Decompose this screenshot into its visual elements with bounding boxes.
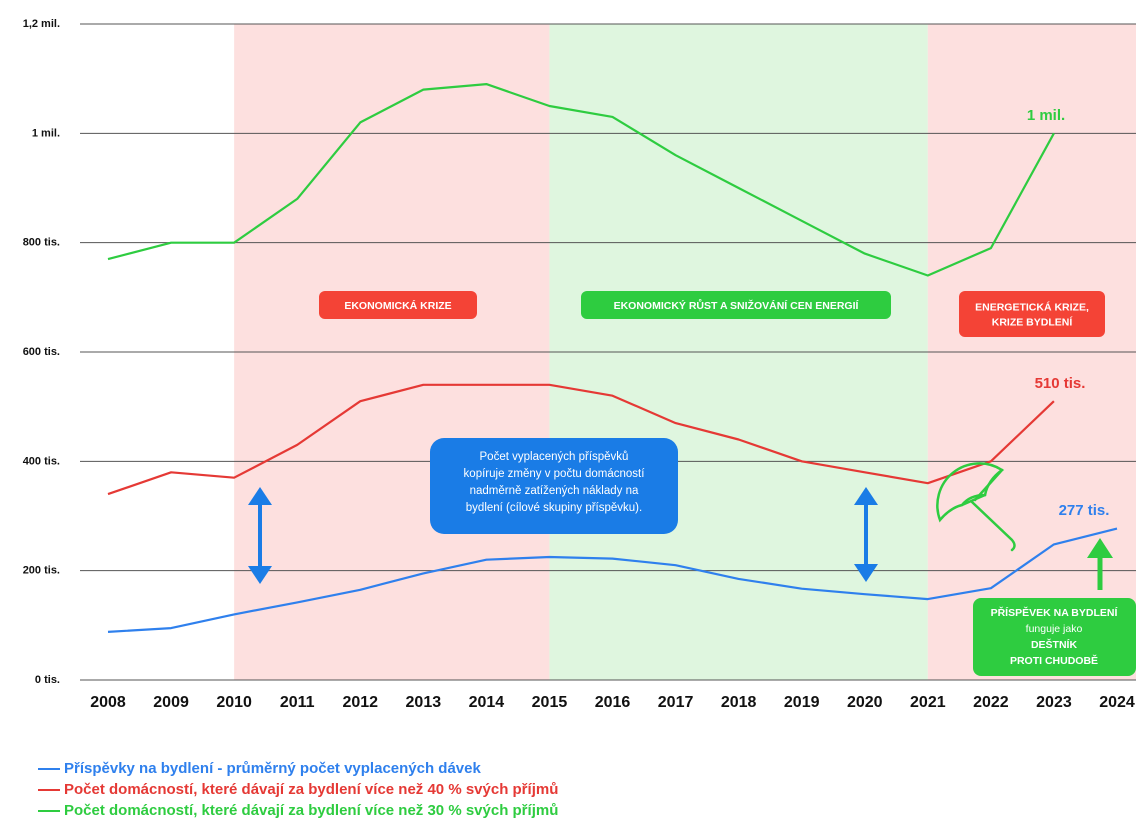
band-label-text-2-0: ENERGETICKÁ KRIZE, [975,301,1089,314]
x-tick-label-2013: 2013 [406,694,442,711]
x-tick-label-2019: 2019 [784,694,820,711]
double-arrow-right-head-up [854,487,878,505]
band-label-text-1-0: EKONOMICKÝ RŮST A SNIŽOVÁNÍ CEN ENERGIÍ [614,298,860,312]
end-label-red: 510 tis. [1035,375,1086,392]
double-arrow-left [248,487,272,584]
band-label-text-0-0: EKONOMICKÁ KRIZE [344,299,451,312]
annotation-green-line-0: PŘÍSPĚVEK NA BYDLENÍ [991,606,1119,619]
legend-swatch-green [38,809,60,812]
band-label-box-0 [319,291,477,319]
annotation-box-green [973,598,1136,676]
annotation-box-blue [430,438,678,534]
double-arrow-right [854,487,878,582]
band-label-box-2 [959,291,1105,337]
legend: Příspěvky na bydlení - průměrný počet vy… [38,758,558,821]
x-tick-label-2014: 2014 [469,694,505,711]
series-line-green [107,82,1055,277]
double-arrow-right-head-down [854,564,878,582]
y-tick-label-1: 200 tis. [23,565,60,577]
annotation-blue-line-1: kopíruje změny v počtu domácností [464,468,646,480]
x-tick-label-2011: 2011 [280,694,315,711]
legend-swatch-red [38,788,60,791]
y-tick-label-4: 800 tis. [23,237,60,249]
annotation-blue-line-0: Počet vyplacených příspěvků [480,451,629,463]
umbrella-rib-2 [960,493,987,507]
x-tick-label-2020: 2020 [847,694,883,711]
green-arrow-head [1087,538,1113,558]
annotation-blue-line-2: nadměrně zatížených náklady na [470,485,639,497]
x-tick-label-2009: 2009 [153,694,189,711]
legend-label-red: Počet domácností, které dávají za bydlen… [64,781,559,798]
x-tick-label-2021: 2021 [910,694,946,711]
legend-item-red: Počet domácností, které dávají za bydlen… [38,779,558,800]
x-tick-label-2022: 2022 [973,694,1009,711]
double-arrow-left-head-up [248,487,272,505]
legend-item-blue: Příspěvky na bydlení - průměrný počet vy… [38,758,558,779]
legend-label-blue: Příspěvky na bydlení - průměrný počet vy… [64,760,481,777]
double-arrow-left-head-down [248,566,272,584]
x-tick-label-2017: 2017 [658,694,694,711]
umbrella-handle [970,500,1016,552]
band-label-text-2-1: KRIZE BYDLENÍ [992,316,1074,329]
annotation-green-line-2: DEŠTNÍK [1031,638,1078,651]
umbrella-icon [936,462,1016,552]
legend-item-green: Počet domácností, které dávají za bydlen… [38,800,558,821]
x-tick-label-2012: 2012 [342,694,378,711]
x-tick-label-2018: 2018 [721,694,757,711]
annotation-green-line-3: PROTI CHUDOBĚ [1010,654,1098,667]
x-tick-label-2023: 2023 [1036,694,1072,711]
x-tick-label-2008: 2008 [90,694,126,711]
y-tick-label-0: 0 tis. [35,674,60,686]
legend-label-green: Počet domácností, které dávají za bydlen… [64,802,559,819]
annotation-blue-line-3: bydlení (cílové skupiny příspěvku). [466,502,642,514]
x-tick-label-2024: 2024 [1099,694,1135,711]
x-tick-label-2016: 2016 [595,694,631,711]
y-tick-label-5: 1 mil. [32,127,60,139]
umbrella-rib-1 [973,468,1004,502]
series-line-red [107,383,1055,496]
y-tick-label-2: 400 tis. [23,455,60,467]
end-label-blue: 277 tis. [1059,502,1110,519]
annotation-green-line-1: funguje jako [1026,623,1083,635]
x-tick-label-2015: 2015 [532,694,568,711]
x-tick-label-2010: 2010 [216,694,252,711]
y-tick-label-6: 1,2 mil. [23,18,60,30]
legend-swatch-blue [38,767,60,770]
end-label-green: 1 mil. [1027,107,1065,124]
series-line-blue [107,527,1118,633]
band-label-box-1 [581,291,891,319]
y-tick-label-3: 600 tis. [23,346,60,358]
